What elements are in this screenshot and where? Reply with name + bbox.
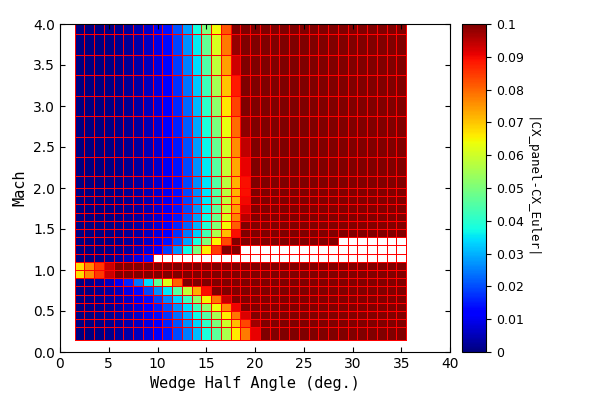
Y-axis label: Mach: Mach: [13, 170, 28, 206]
X-axis label: Wedge Half Angle (deg.): Wedge Half Angle (deg.): [150, 376, 360, 392]
Y-axis label: |CX_panel-CX_Euler|: |CX_panel-CX_Euler|: [524, 117, 538, 259]
